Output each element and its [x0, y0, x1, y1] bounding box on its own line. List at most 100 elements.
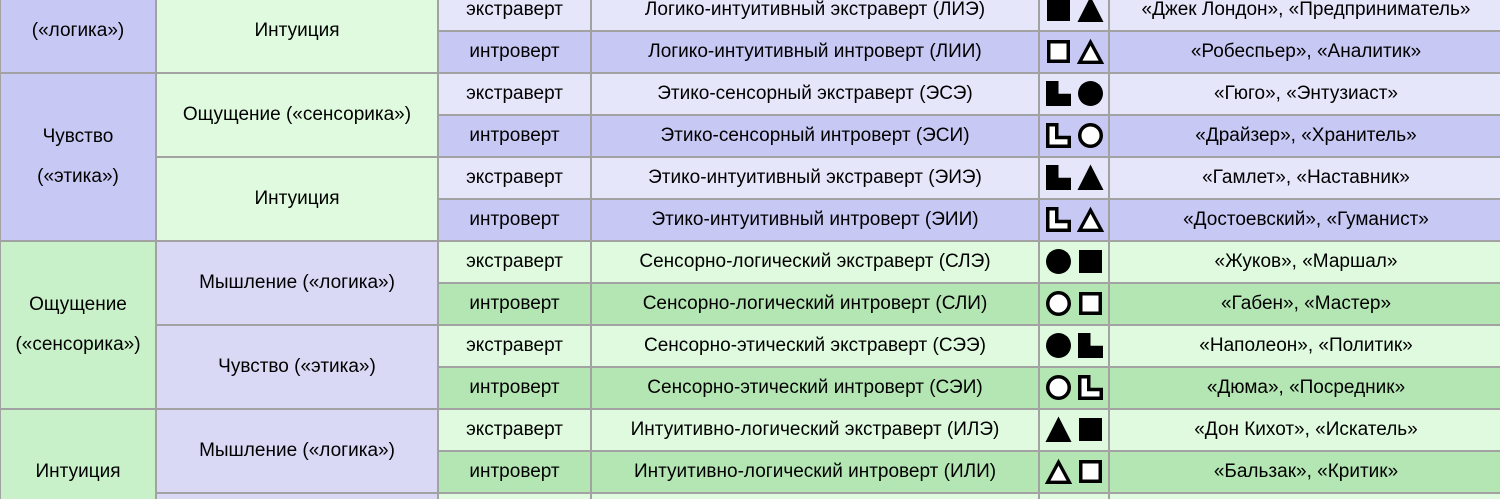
attitude-cell: экстраверт — [437, 0, 592, 32]
attitude-cell: экстраверт — [437, 156, 592, 200]
pseudonyms-cell: «Достоевский», «Гуманист» — [1108, 198, 1500, 242]
function-group-cell: («логика») — [0, 0, 157, 74]
attitude-cell: экстраверт — [437, 72, 592, 116]
pseudonyms-cell: «Жуков», «Маршал» — [1108, 240, 1500, 284]
subfunction-group-cell: Чувство («этика») — [155, 324, 439, 410]
subfunction-group-cell: Интуиция — [155, 0, 439, 74]
square-filled-icon — [1077, 416, 1104, 443]
symbols-cell — [1038, 114, 1110, 158]
triangle-outline-icon — [1076, 38, 1104, 65]
symbols-cell — [1038, 450, 1110, 494]
square-filled-icon — [1077, 248, 1104, 275]
circle-outline-icon — [1045, 290, 1072, 317]
attitude-cell: интроверт — [437, 114, 592, 158]
attitude-cell: интроверт — [437, 30, 592, 74]
symbols-cell — [1038, 156, 1110, 200]
l-outline-icon — [1045, 122, 1072, 149]
type-name-cell: Интуитивно-логический экстраверт (ИЛЭ) — [590, 408, 1040, 452]
pseudonyms-cell: «Джек Лондон», «Предприниматель» — [1108, 0, 1500, 32]
type-name-cell: Логико-интуитивный интроверт (ЛИИ) — [590, 30, 1040, 74]
subfunction-group-cell: Мышление («логика») — [155, 240, 439, 326]
type-name-cell: Этико-сенсорный экстраверт (ЭСЭ) — [590, 72, 1040, 116]
l-outline-icon — [1077, 374, 1104, 401]
l-outline-icon — [1045, 206, 1072, 233]
l-filled-icon — [1077, 332, 1104, 359]
table-row: («логика») Интуиция экстраверт Логико-ин… — [0, 0, 1500, 74]
table-row: интроверт Этико-сенсорный интроверт (ЭСИ… — [0, 114, 1500, 158]
subfunction-group-cell: Ощущение («сенсорика») — [155, 72, 439, 158]
table-row: Ощущение («сенсорика») Мышление («логика… — [0, 240, 1500, 410]
subfunction-group-cell — [155, 492, 439, 499]
table-row: интроверт Логико-интуитивный интроверт (… — [0, 30, 1500, 74]
type-name-cell: Этико-интуитивный экстраверт (ЭИЭ) — [590, 156, 1040, 200]
attitude-cell: экстраверт — [437, 324, 592, 368]
circle-filled-icon — [1077, 80, 1104, 107]
type-name-cell: Сенсорно-этический интроверт (СЭИ) — [590, 366, 1040, 410]
subfunction-group-cell: Мышление («логика») — [155, 408, 439, 494]
type-name-cell: Логико-интуитивный экстраверт (ЛИЭ) — [590, 0, 1040, 32]
table-row: интроверт Интуитивно-логический интровер… — [0, 450, 1500, 494]
type-name-cell: Этико-сенсорный интроверт (ЭСИ) — [590, 114, 1040, 158]
function-group-cell: Чувство («этика») — [0, 72, 157, 242]
pseudonyms-cell: «Драйзер», «Хранитель» — [1108, 114, 1500, 158]
pseudonyms-cell: «Габен», «Мастер» — [1108, 282, 1500, 326]
attitude-cell: интроверт — [437, 366, 592, 410]
triangle-outline-icon — [1044, 458, 1072, 485]
symbols-cell — [1038, 366, 1110, 410]
symbols-cell — [1038, 282, 1110, 326]
symbols-cell — [1038, 72, 1110, 116]
symbols-cell — [1038, 30, 1110, 74]
circle-filled-icon — [1045, 248, 1072, 275]
pseudonyms-cell: «Гамлет», «Наставник» — [1108, 156, 1500, 200]
symbols-cell — [1038, 0, 1110, 32]
type-name-cell: Интуитивно-этический экстраверт (ИЭЭ) — [590, 492, 1040, 499]
square-outline-icon — [1077, 458, 1104, 485]
table-row: интроверт Этико-интуитивный интроверт (Э… — [0, 198, 1500, 242]
symbols-cell — [1038, 198, 1110, 242]
triangle-filled-icon — [1077, 164, 1104, 191]
pseudonyms-cell: «Гексли», «Советчик» — [1108, 492, 1500, 499]
square-outline-icon — [1045, 38, 1072, 65]
circle-outline-icon — [1077, 122, 1104, 149]
table-row: Интуиция Мышление («логика») экстраверт … — [0, 408, 1500, 499]
table-row: Чувство («этика») экстраверт Сенсорно-эт… — [0, 324, 1500, 410]
circle-filled-icon — [1045, 332, 1072, 359]
attitude-cell: экстраверт — [437, 492, 592, 499]
table-row: интроверт Сенсорно-этический интроверт (… — [0, 366, 1500, 410]
pseudonyms-cell: «Робеспьер», «Аналитик» — [1108, 30, 1500, 74]
table-row: Интуиция экстраверт Этико-интуитивный эк… — [0, 156, 1500, 242]
l-filled-icon — [1045, 80, 1072, 107]
attitude-cell: интроверт — [437, 198, 592, 242]
square-outline-icon — [1077, 290, 1104, 317]
type-name-cell: Сенсорно-логический интроверт (СЛИ) — [590, 282, 1040, 326]
attitude-cell: экстраверт — [437, 240, 592, 284]
pseudonyms-cell: «Бальзак», «Критик» — [1108, 450, 1500, 494]
pseudonyms-cell: «Дюма», «Посредник» — [1108, 366, 1500, 410]
symbols-cell — [1038, 492, 1110, 499]
table-row: экстраверт Интуитивно-этический экстраве… — [0, 492, 1500, 499]
triangle-filled-icon — [1045, 416, 1072, 443]
symbols-cell — [1038, 408, 1110, 452]
pseudonyms-cell: «Дон Кихот», «Искатель» — [1108, 408, 1500, 452]
type-name-cell: Интуитивно-логический интроверт (ИЛИ) — [590, 450, 1040, 494]
table-row: интроверт Сенсорно-логический интроверт … — [0, 282, 1500, 326]
type-name-cell: Этико-интуитивный интроверт (ЭИИ) — [590, 198, 1040, 242]
table-row: Чувство («этика») Ощущение («сенсорика»)… — [0, 72, 1500, 242]
function-group-cell: Ощущение («сенсорика») — [0, 240, 157, 410]
square-filled-icon — [1045, 0, 1072, 23]
triangle-filled-icon — [1077, 0, 1104, 23]
attitude-cell: интроверт — [437, 450, 592, 494]
type-name-cell: Сенсорно-этический экстраверт (СЭЭ) — [590, 324, 1040, 368]
type-name-cell: Сенсорно-логический экстраверт (СЛЭ) — [590, 240, 1040, 284]
l-filled-icon — [1045, 164, 1072, 191]
symbols-cell — [1038, 324, 1110, 368]
function-group-cell: Интуиция — [0, 408, 157, 499]
pseudonyms-cell: «Наполеон», «Политик» — [1108, 324, 1500, 368]
symbols-cell — [1038, 240, 1110, 284]
pseudonyms-cell: «Гюго», «Энтузиаст» — [1108, 72, 1500, 116]
triangle-outline-icon — [1076, 206, 1104, 233]
attitude-cell: интроверт — [437, 282, 592, 326]
subfunction-group-cell: Интуиция — [155, 156, 439, 242]
attitude-cell: экстраверт — [437, 408, 592, 452]
